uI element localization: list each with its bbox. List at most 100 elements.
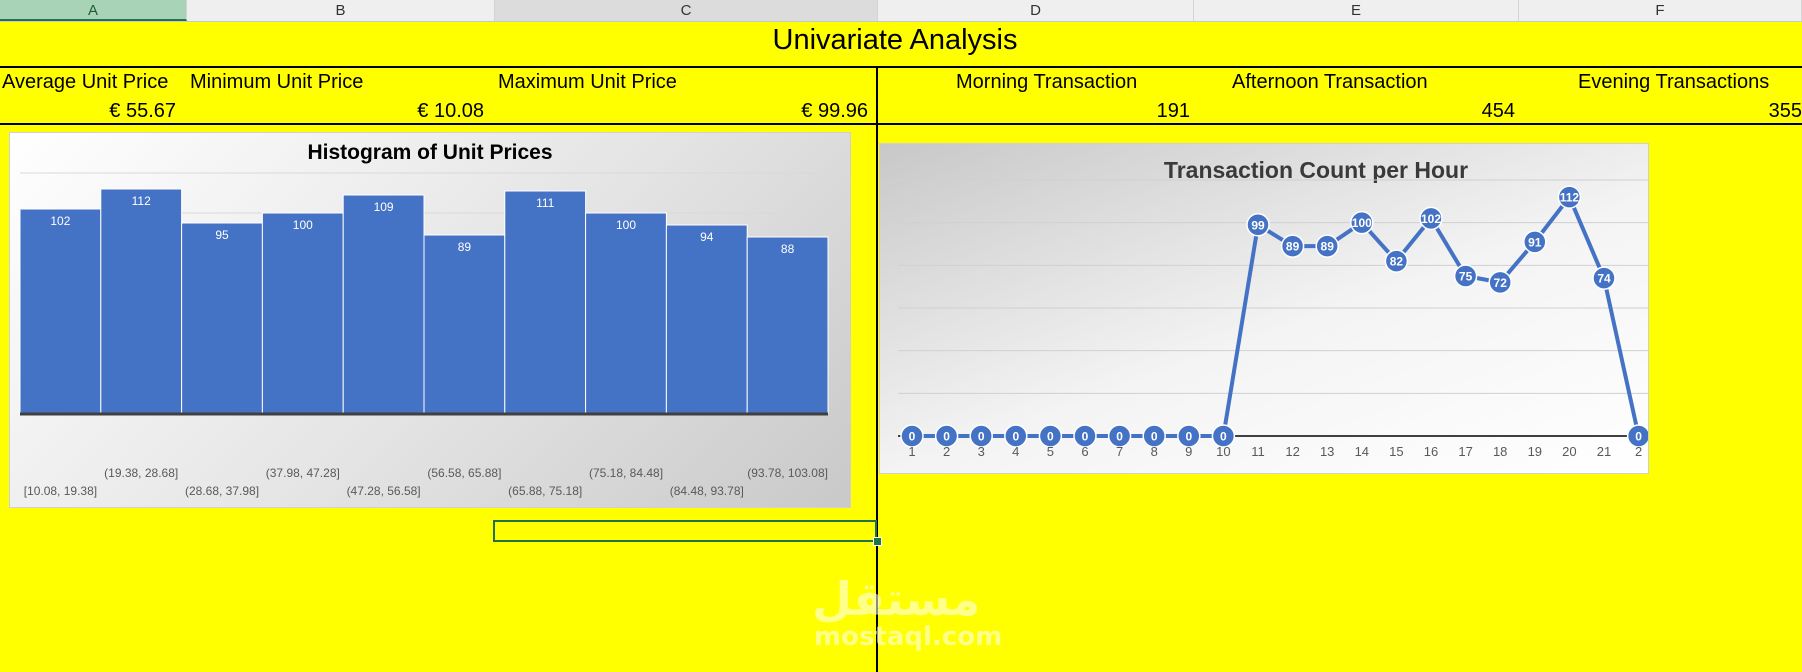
line-chart-tick-label: 4 xyxy=(1012,444,1019,459)
line-chart-point[interactable] xyxy=(1350,210,1374,235)
line-chart-tick-label: 20 xyxy=(1562,444,1576,459)
histogram-tick-label: (19.38, 28.68] xyxy=(104,466,178,480)
line-chart-point[interactable] xyxy=(1557,185,1582,209)
histogram-bar-label: 100 xyxy=(616,218,636,232)
line-chart-point[interactable] xyxy=(1592,266,1616,290)
column-header-row: A B C D E F xyxy=(0,0,1802,22)
histogram-bar-label: 94 xyxy=(700,230,714,244)
line-chart-point[interactable] xyxy=(1107,424,1132,448)
line-chart-tick-label: 15 xyxy=(1389,444,1403,459)
line-chart-point[interactable] xyxy=(1004,424,1028,448)
line-chart-point-label: 100 xyxy=(1352,216,1372,230)
line-chart-point-label: 89 xyxy=(1321,240,1335,254)
minimum-unit-price-label[interactable]: Minimum Unit Price xyxy=(190,71,364,93)
histogram-bar-label: 102 xyxy=(50,214,70,228)
morning-transaction-value[interactable]: 191 xyxy=(1156,100,1190,122)
histogram-bar-label: 88 xyxy=(781,242,795,256)
line-chart-point-label: 0 xyxy=(943,430,950,444)
line-chart-point[interactable] xyxy=(1280,234,1305,258)
line-chart-tick-label: 5 xyxy=(1047,444,1054,459)
afternoon-transaction-label[interactable]: Afternoon Transaction xyxy=(1232,71,1428,93)
histogram-bar[interactable] xyxy=(746,236,829,414)
title-bottom-border xyxy=(0,66,1802,68)
histogram-title: Histogram of Unit Prices xyxy=(307,141,552,164)
histogram-bar[interactable] xyxy=(585,212,667,414)
histogram-bar[interactable] xyxy=(100,188,183,414)
line-chart-point[interactable] xyxy=(1626,424,1648,448)
line-chart-point[interactable] xyxy=(1488,270,1512,295)
column-header-f[interactable]: F xyxy=(1519,0,1802,21)
line-chart-point[interactable] xyxy=(1419,206,1443,231)
watermark-arabic: مستقل xyxy=(811,572,981,626)
histogram-bar[interactable] xyxy=(261,212,344,414)
line-chart-title: Transaction Count per Hour xyxy=(1164,157,1468,183)
line-chart-point[interactable] xyxy=(1177,424,1201,448)
line-chart-point-label: 0 xyxy=(1635,430,1642,444)
histogram-tick-label: (28.68, 37.98] xyxy=(185,484,259,498)
histogram-bar[interactable] xyxy=(19,208,102,414)
line-chart-svg: Transaction Count per Hour 0 0 0 0 0 0 0 0 0 0 99 8… xyxy=(898,157,1648,459)
watermark-url: mostaql.com xyxy=(814,622,1003,652)
line-chart-tick-label: 13 xyxy=(1320,444,1334,459)
line-chart-point[interactable] xyxy=(1384,249,1409,273)
column-header-d[interactable]: D xyxy=(878,0,1194,21)
line-chart-tick-label: 2 xyxy=(943,444,950,459)
line-chart-tick-label: 10 xyxy=(1216,444,1230,459)
average-unit-price-value[interactable]: € 55.67 xyxy=(109,100,176,122)
line-chart-point[interactable] xyxy=(1038,424,1063,448)
histogram-chart[interactable]: Histogram of Unit Prices 102 112 95 100 109 8… xyxy=(9,132,851,508)
line-chart-point-label: 0 xyxy=(1116,430,1123,444)
line-chart-point[interactable] xyxy=(1246,213,1270,237)
line-chart-tick-label: 19 xyxy=(1528,444,1542,459)
line-chart-point[interactable] xyxy=(934,424,959,448)
metrics-bottom-border xyxy=(0,123,1802,125)
histogram-bar-label: 89 xyxy=(458,240,472,254)
histogram-bar-label: 109 xyxy=(374,200,394,214)
line-chart-point[interactable] xyxy=(1142,424,1166,448)
line-chart-point-label: 0 xyxy=(1082,430,1089,444)
transaction-line-chart[interactable]: Transaction Count per Hour 0 0 0 0 0 0 0 0 0 0 99 8… xyxy=(879,143,1649,474)
column-header-c[interactable]: C xyxy=(495,0,878,21)
afternoon-transaction-value[interactable]: 454 xyxy=(1481,100,1515,122)
column-header-a[interactable]: A xyxy=(0,0,187,21)
histogram-bar[interactable] xyxy=(504,190,587,414)
histogram-bar[interactable] xyxy=(665,224,748,414)
minimum-unit-price-value[interactable]: € 10.08 xyxy=(417,100,484,122)
line-chart-tick-label: 2 xyxy=(1635,444,1642,459)
maximum-unit-price-label[interactable]: Maximum Unit Price xyxy=(498,71,677,93)
sheet-title[interactable]: Univariate Analysis xyxy=(772,24,1018,56)
histogram-tick-label: (65.88, 75.18] xyxy=(508,484,582,498)
line-chart-point[interactable] xyxy=(1453,264,1478,288)
line-chart-point-label: 112 xyxy=(1560,191,1580,205)
line-chart-point-label: 0 xyxy=(1047,430,1054,444)
line-chart-point-label: 0 xyxy=(1185,430,1192,444)
line-chart-point[interactable] xyxy=(1073,424,1097,448)
line-chart-point[interactable] xyxy=(969,424,993,448)
line-chart-point-label: 74 xyxy=(1597,272,1611,286)
morning-transaction-label[interactable]: Morning Transaction xyxy=(956,71,1138,93)
histogram-bar[interactable] xyxy=(342,194,425,414)
histogram-tick-label: (37.98, 47.28] xyxy=(266,466,340,480)
fill-handle[interactable] xyxy=(873,537,882,546)
histogram-bar[interactable] xyxy=(423,234,506,414)
line-chart-point[interactable] xyxy=(1315,234,1339,258)
maximum-unit-price-value[interactable]: € 99.96 xyxy=(801,100,868,122)
line-chart-point-label: 0 xyxy=(1220,430,1227,444)
selected-cell[interactable] xyxy=(493,520,877,542)
evening-transactions-label[interactable]: Evening Transactions xyxy=(1578,71,1770,93)
evening-transactions-value[interactable]: 355 xyxy=(1768,100,1802,122)
line-chart-point-label: 89 xyxy=(1286,240,1300,254)
histogram-tick-label: (75.18, 84.48] xyxy=(589,466,663,480)
line-chart-point[interactable] xyxy=(900,424,924,448)
line-chart-point-label: 0 xyxy=(1012,430,1019,444)
line-chart-point[interactable] xyxy=(1211,424,1236,448)
average-unit-price-label[interactable]: Average Unit Price xyxy=(2,71,169,93)
histogram-bar-label: 111 xyxy=(536,196,555,210)
line-chart-point[interactable] xyxy=(1523,230,1547,254)
histogram-svg: Histogram of Unit Prices 102 112 95 100 109 8… xyxy=(19,141,829,498)
histogram-bar-label: 112 xyxy=(132,194,151,208)
column-header-e[interactable]: E xyxy=(1194,0,1519,21)
histogram-bar[interactable] xyxy=(181,222,263,414)
column-header-b[interactable]: B xyxy=(187,0,495,21)
line-chart-tick-label: 18 xyxy=(1493,444,1507,459)
